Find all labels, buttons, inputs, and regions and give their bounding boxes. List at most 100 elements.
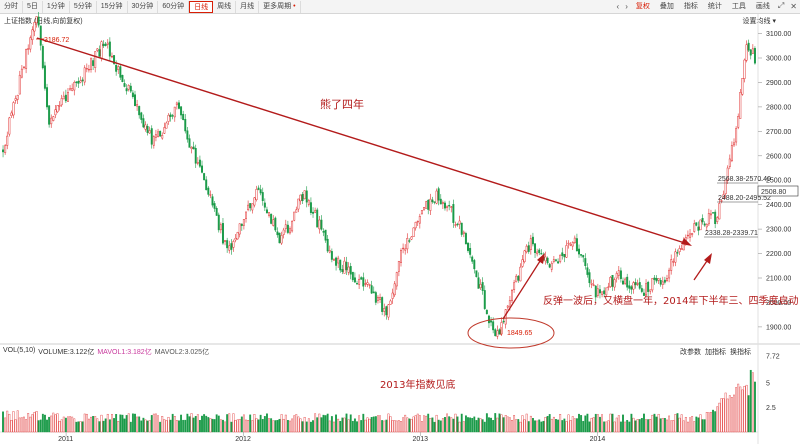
- volume-bar: [657, 413, 660, 433]
- volume-bar: [261, 419, 264, 433]
- tab-daily[interactable]: 日线: [189, 0, 214, 13]
- candle-body: [666, 278, 668, 281]
- volume-bar: [299, 418, 302, 433]
- candle-body: [636, 283, 639, 285]
- candle-body: [282, 229, 285, 235]
- volume-bar: [425, 415, 428, 433]
- draw-line-button[interactable]: 画线: [755, 3, 770, 10]
- candle-body: [519, 266, 522, 282]
- candle-body: [496, 330, 499, 337]
- candle-body: [469, 247, 472, 255]
- price-tick-label: 2000.00: [766, 300, 791, 307]
- volume-bar: [289, 420, 291, 433]
- volume-bar: [307, 418, 310, 433]
- volume-bar: [29, 416, 32, 433]
- tab-15-min[interactable]: 15分钟: [97, 0, 128, 13]
- volume-bar: [196, 414, 199, 433]
- vol-series-mavol2: MAVOL2:3.025亿: [154, 349, 210, 356]
- candle-body: [249, 203, 252, 209]
- edit-params-button[interactable]: 改参数: [680, 349, 701, 356]
- volume-bar: [6, 410, 9, 433]
- candle-body: [483, 290, 486, 309]
- candle-body: [226, 240, 229, 249]
- candle-body: [270, 213, 273, 224]
- tab-more-periods[interactable]: 更多周期 •: [259, 0, 301, 13]
- volume-bar: [16, 410, 19, 433]
- candle-body: [142, 118, 145, 128]
- candle-body: [737, 116, 740, 128]
- volume-bar: [571, 416, 574, 433]
- volume-bar: [431, 417, 434, 433]
- candle-body: [232, 241, 235, 248]
- candle-body: [219, 224, 222, 231]
- volume-bar: [676, 413, 679, 433]
- volume-bar: [525, 413, 528, 433]
- volume-bar: [735, 387, 738, 433]
- candle-body: [649, 289, 652, 292]
- candle-body: [18, 74, 21, 95]
- overlay-dropdown[interactable]: 叠加: [659, 3, 674, 10]
- candle-body: [165, 122, 168, 129]
- chevron-right-icon[interactable]: ›: [625, 1, 628, 11]
- tools-dropdown[interactable]: 工具: [731, 3, 746, 10]
- price-tick-label: 2600.00: [766, 153, 791, 160]
- volume-bar: [190, 413, 193, 433]
- candle-body: [527, 245, 530, 252]
- volume-bar: [343, 417, 346, 433]
- volume-bar: [456, 416, 459, 433]
- candle-body: [479, 284, 482, 288]
- volume-bar: [599, 416, 601, 433]
- candle-body: [722, 194, 725, 199]
- tab-60-min[interactable]: 60分钟: [158, 0, 190, 13]
- tab-monthly[interactable]: 月线: [236, 0, 260, 13]
- volume-bar: [490, 417, 492, 433]
- high-price-label: 3186.72: [44, 37, 69, 44]
- candle-body: [598, 289, 601, 294]
- indicator-button[interactable]: 指标: [683, 3, 698, 10]
- volume-bar: [222, 419, 224, 433]
- volume-bar: [102, 420, 105, 433]
- expand-icon[interactable]: ⤢: [777, 1, 785, 10]
- adjust-dropdown[interactable]: 复权: [635, 3, 650, 10]
- candle-body: [146, 126, 149, 133]
- candle-body: [272, 219, 275, 226]
- close-icon[interactable]: ✕: [790, 1, 797, 11]
- tab-1-min[interactable]: 1分钟: [43, 0, 70, 13]
- tab-weekly[interactable]: 周线: [213, 0, 237, 13]
- tab-5-min[interactable]: 5分钟: [70, 0, 97, 13]
- volume-bar: [494, 413, 497, 433]
- volume-bar: [569, 420, 572, 433]
- candle-body: [418, 216, 421, 224]
- volume-bar: [523, 419, 526, 433]
- tab-5-day[interactable]: 5日: [23, 0, 43, 13]
- x-tick-label: 2011: [58, 436, 73, 443]
- add-indicator-button[interactable]: 加指标: [705, 349, 726, 356]
- volume-bar: [630, 413, 633, 433]
- volume-bar: [722, 398, 725, 433]
- candle-body: [265, 209, 268, 214]
- volume-bar: [680, 414, 683, 433]
- chevron-left-icon[interactable]: ‹: [616, 1, 620, 11]
- candle-body: [391, 292, 394, 299]
- candle-body: [381, 297, 384, 312]
- volume-bar: [2, 411, 4, 433]
- volume-bar: [347, 419, 350, 433]
- ma-settings-button[interactable]: 设置均线 ▾: [743, 16, 776, 26]
- candle-body: [596, 288, 599, 296]
- candle-body: [173, 106, 176, 118]
- candle-body: [477, 277, 480, 289]
- stats-button[interactable]: 统计: [707, 3, 722, 10]
- volume-bar: [385, 419, 388, 433]
- volume-bar: [663, 418, 666, 433]
- price-tick-label: 2500.00: [766, 178, 791, 185]
- volume-bar: [178, 420, 180, 433]
- candle-body: [295, 209, 298, 213]
- switch-indicator-button[interactable]: 换指标: [730, 349, 751, 356]
- volume-bar: [446, 413, 449, 433]
- tab-30-min[interactable]: 30分钟: [128, 0, 159, 13]
- candle-body: [647, 281, 650, 292]
- volume-bar: [374, 416, 377, 433]
- tab-intraday[interactable]: 分时: [0, 0, 23, 13]
- volume-bar: [150, 415, 153, 433]
- candle-body: [286, 224, 289, 233]
